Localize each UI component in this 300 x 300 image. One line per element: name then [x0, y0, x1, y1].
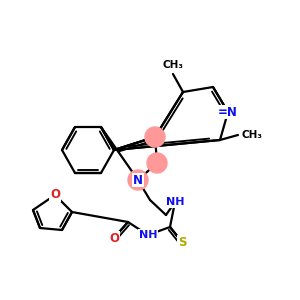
Circle shape: [147, 153, 167, 173]
Text: N: N: [133, 173, 143, 187]
Text: O: O: [109, 232, 119, 244]
Text: CH₃: CH₃: [163, 60, 184, 70]
Text: =N: =N: [218, 106, 238, 118]
Text: NH: NH: [166, 197, 184, 207]
Text: O: O: [50, 188, 60, 202]
Circle shape: [145, 127, 165, 147]
Circle shape: [128, 170, 148, 190]
Text: CH₃: CH₃: [242, 130, 263, 140]
Text: S: S: [178, 236, 186, 248]
Text: NH: NH: [139, 230, 157, 240]
